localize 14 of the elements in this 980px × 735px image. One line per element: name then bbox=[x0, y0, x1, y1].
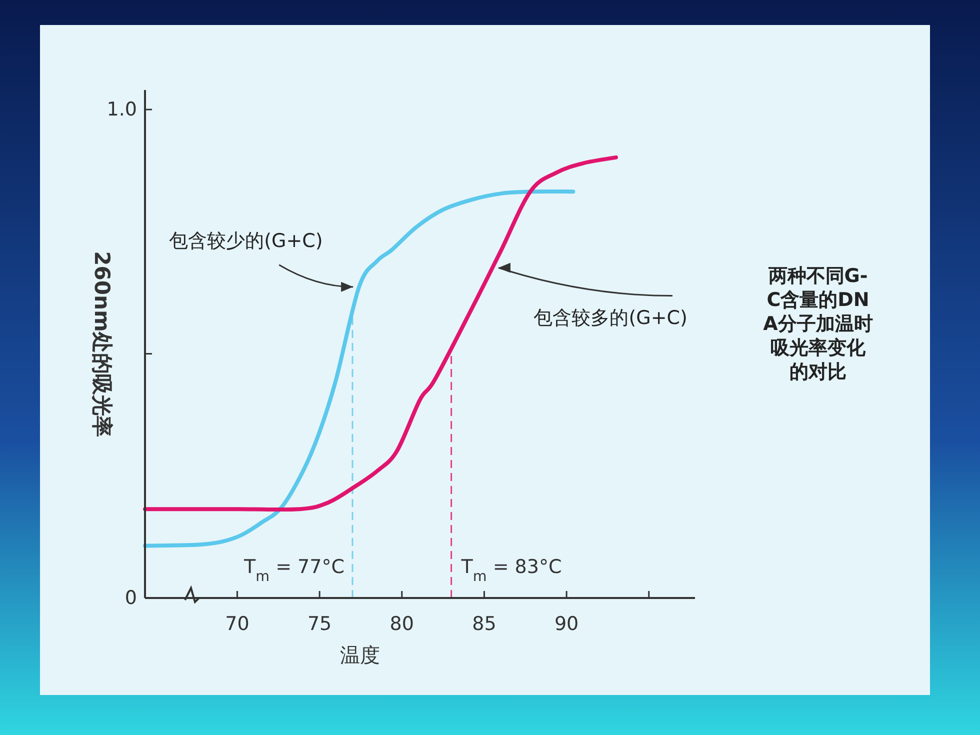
y-tick-label: 1.0 bbox=[106, 98, 137, 121]
ref-line-label: T$_{m}$ = 77°C bbox=[243, 556, 344, 585]
annotation: 包含较多的(G+C) bbox=[534, 306, 688, 329]
x-tick-label: 75 bbox=[307, 613, 332, 635]
x-tick-label: 85 bbox=[472, 613, 496, 635]
text: 两种不同G-C含量的DNA分子加温时吸光率变化的对比 bbox=[763, 265, 873, 383]
ref-line-label: T$_{m}$ = 83°C bbox=[460, 556, 562, 585]
x-axis-title: 温度 bbox=[340, 643, 380, 667]
x-tick-label: 90 bbox=[554, 613, 579, 635]
x-tick-label: 70 bbox=[225, 613, 250, 635]
annotation: 包含较少的(G+C) bbox=[169, 230, 323, 252]
y-tick-label: 0 bbox=[124, 587, 137, 609]
x-tick-label: 80 bbox=[390, 613, 414, 635]
y-axis-title: 260nm处的吸光率 bbox=[90, 251, 114, 437]
